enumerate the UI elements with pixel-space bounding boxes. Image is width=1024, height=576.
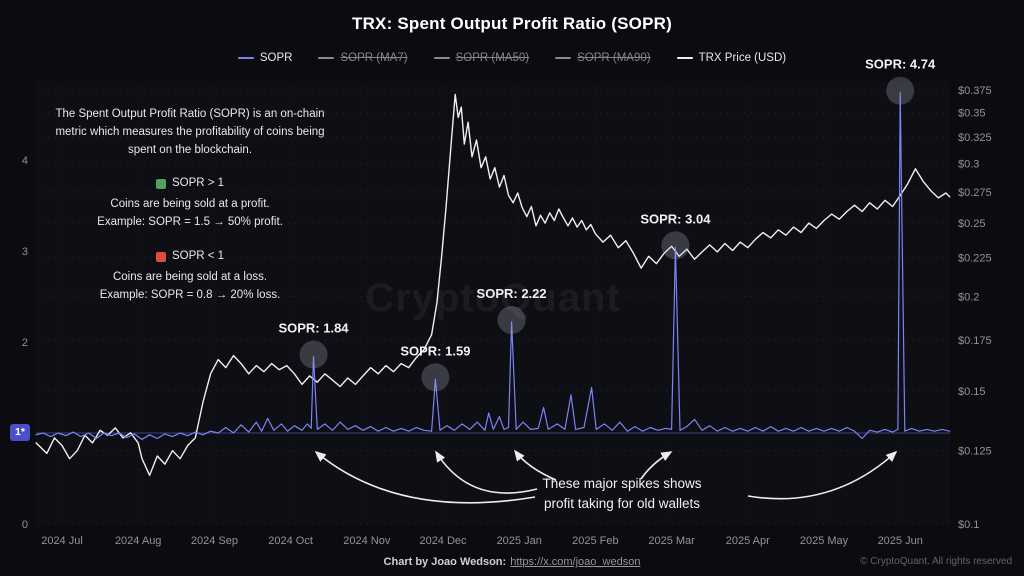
- x-axis-tick: 2024 Oct: [268, 535, 313, 547]
- legend-label: TRX Price (USD): [698, 52, 787, 64]
- info-intro: The Spent Output Profit Ratio (SOPR) is …: [55, 108, 325, 156]
- spike-marker-circle: [421, 363, 450, 392]
- annotation-arrow: [435, 450, 538, 494]
- right-axis-tick: $0.25: [958, 218, 986, 230]
- profit-line1: Coins are being sold at a profit.: [110, 198, 270, 211]
- right-axis-tick: $0.2: [958, 291, 979, 303]
- profit-swatch: [155, 179, 166, 190]
- credit-link[interactable]: https://x.com/joao_wedson: [510, 556, 641, 568]
- trx-price-series-line: [35, 93, 951, 476]
- legend-swatch-icon: [676, 57, 693, 59]
- legend-item-sopr-ma90[interactable]: SOPR (MA90): [555, 52, 651, 64]
- profit-title: SOPR > 1: [171, 177, 225, 190]
- legend-label: SOPR (MA90): [577, 52, 651, 64]
- spike-annotation-text: These major spikes shows profit taking f…: [497, 474, 747, 515]
- loss-line2: Example: SOPR = 0.8 → 20% loss.: [99, 288, 281, 301]
- plot-background: [36, 81, 950, 524]
- x-axis-tick: 2025 Feb: [572, 535, 618, 547]
- legend-item-sopr-ma50[interactable]: SOPR (MA50): [433, 52, 530, 64]
- spike-label: SOPR: 2.22: [477, 286, 547, 301]
- right-axis-tick: $0.35: [958, 108, 986, 120]
- x-axis-tick: 2025 Jun: [878, 535, 923, 547]
- legend-swatch-icon: [555, 57, 572, 59]
- loss-title: SOPR < 1: [171, 249, 225, 262]
- x-axis-tick: 2024 Jul: [41, 535, 83, 547]
- spike-marker-circle: [497, 306, 526, 334]
- right-axis-tick: $0.375: [958, 85, 992, 97]
- left-axis-tick: 3: [22, 246, 28, 258]
- legend-swatch-icon: [237, 57, 254, 59]
- right-axis-tick: $0.325: [958, 132, 992, 144]
- x-axis-tick: 2025 Apr: [726, 535, 770, 547]
- annotation-arrow: [640, 451, 673, 480]
- footer-credit: Chart by Joao Wedson: https://x.com/joao_…: [0, 556, 1024, 568]
- legend: SOPR SOPR (MA7) SOPR (MA50) SOPR (MA90) TRX …: [0, 52, 1024, 64]
- x-axis-tick: 2024 Aug: [115, 535, 162, 547]
- legend-item-sopr[interactable]: SOPR: [237, 52, 293, 64]
- loss-line1: Coins are being sold at a loss.: [112, 270, 268, 283]
- info-box: The Spent Output Profit Ratio (SOPR) is …: [52, 106, 328, 320]
- chart-title: TRX: Spent Output Profit Ratio (SOPR): [352, 14, 672, 33]
- info-profit-rule: SOPR > 1 Coins are being sold at a profi…: [52, 175, 328, 231]
- spike-label: SOPR: 3.04: [640, 211, 711, 226]
- x-axis-tick: 2025 Jan: [497, 535, 542, 547]
- copyright-text: © CryptoQuant. All rights reserved: [860, 556, 1012, 567]
- legend-item-trx-price-usd[interactable]: TRX Price (USD): [676, 52, 787, 64]
- right-axis-tick: $0.15: [958, 386, 986, 398]
- x-axis-tick: 2024 Dec: [419, 535, 467, 547]
- right-axis-tick: $0.3: [958, 158, 979, 170]
- right-axis-tick: $0.175: [958, 335, 992, 347]
- legend-swatch-icon: [318, 57, 335, 59]
- spike-label: SOPR: 1.59: [400, 343, 470, 358]
- loss-swatch: [155, 251, 166, 262]
- legend-label: SOPR (MA50): [455, 52, 530, 64]
- annotation-arrow: [747, 450, 898, 500]
- right-axis-tick: $0.125: [958, 446, 992, 458]
- legend-label: SOPR: [259, 52, 293, 64]
- spike-marker-circle: [661, 231, 690, 260]
- spike-label: SOPR: 4.74: [865, 57, 936, 72]
- x-axis-tick: 2025 Mar: [648, 535, 695, 547]
- right-axis-tick: $0.225: [958, 253, 992, 265]
- x-axis-tick: 2024 Sep: [191, 535, 238, 547]
- x-axis-tick: 2025 May: [800, 535, 849, 547]
- spike-note-line2: profit taking for old wallets: [543, 496, 701, 512]
- credit-label: Chart by Joao Wedson:: [383, 556, 507, 568]
- spike-note-line1: These major spikes shows: [542, 476, 702, 491]
- legend-swatch-icon: [433, 57, 450, 59]
- legend-label: SOPR (MA7): [340, 52, 408, 64]
- annotation-arrow: [514, 449, 557, 481]
- right-axis-tick: $0.275: [958, 187, 992, 199]
- annotation-arrow: [314, 450, 536, 504]
- spike-label: SOPR: 1.84: [278, 321, 349, 336]
- info-loss-rule: SOPR < 1 Coins are being sold at a loss.…: [52, 248, 328, 304]
- spike-marker-circle: [299, 340, 328, 369]
- left-axis-tick: 0: [22, 519, 28, 531]
- sopr-one-badge: 1*: [10, 424, 30, 441]
- sopr-series-line: [35, 92, 951, 440]
- legend-item-sopr-ma7[interactable]: SOPR (MA7): [318, 52, 408, 64]
- left-axis-tick: 2: [22, 337, 28, 349]
- profit-line2: Example: SOPR = 1.5 → 50% profit.: [97, 216, 283, 229]
- x-axis-tick: 2024 Nov: [343, 535, 391, 547]
- spike-marker-circle: [886, 76, 915, 105]
- left-axis-tick: 4: [22, 155, 28, 167]
- right-axis-tick: $0.1: [958, 519, 979, 531]
